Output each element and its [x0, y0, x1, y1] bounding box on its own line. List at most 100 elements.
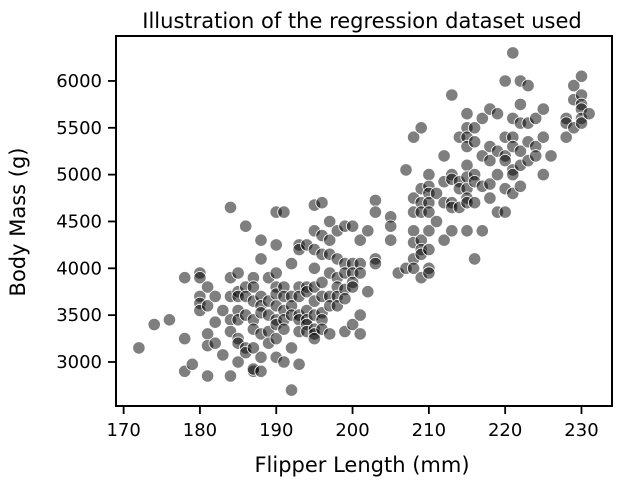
data-point: [208, 315, 222, 329]
x-tick-label: 230: [564, 420, 598, 441]
data-point: [559, 130, 573, 144]
data-point: [193, 271, 207, 285]
data-point: [567, 79, 581, 93]
data-point: [162, 313, 176, 327]
x-tick-label: 190: [259, 420, 293, 441]
data-point: [536, 130, 550, 144]
data-point: [269, 238, 283, 252]
data-point: [254, 364, 268, 378]
data-point: [483, 177, 497, 191]
data-point: [216, 348, 230, 362]
data-point: [201, 369, 215, 383]
data-point: [338, 292, 352, 306]
data-point: [513, 144, 528, 158]
data-point: [384, 233, 398, 247]
y-tick-label: 5000: [56, 165, 102, 186]
data-point: [414, 121, 428, 135]
data-point: [277, 205, 291, 219]
data-point: [506, 168, 520, 182]
chart-title: Illustration of the regression dataset u…: [142, 9, 581, 33]
data-point: [437, 233, 451, 247]
data-point: [277, 322, 291, 336]
data-point: [223, 369, 238, 383]
data-point: [292, 357, 306, 371]
y-tick-label: 3000: [56, 352, 102, 373]
data-point: [521, 79, 535, 93]
data-point: [460, 107, 474, 121]
points-layer: [132, 46, 596, 397]
data-point: [353, 233, 367, 247]
ticks-layer: 170 180 190 200 210 220 230 3000 3500 4000 4500 500…: [56, 71, 598, 441]
data-point: [315, 196, 329, 210]
data-point: [132, 341, 146, 355]
data-point: [239, 219, 253, 233]
x-tick-label: 180: [183, 420, 217, 441]
data-point: [208, 336, 222, 350]
data-point: [529, 149, 543, 163]
data-point: [422, 266, 436, 280]
data-point: [307, 261, 321, 275]
data-point: [506, 46, 520, 60]
data-point: [269, 266, 283, 280]
data-point: [246, 341, 260, 355]
data-point: [323, 327, 337, 341]
data-point: [201, 280, 215, 294]
data-point: [467, 252, 482, 266]
x-tick-label: 210: [412, 420, 446, 441]
data-point: [498, 154, 512, 168]
data-point: [353, 327, 367, 341]
x-axis-label: Flipper Length (mm): [254, 453, 469, 477]
data-point: [445, 88, 459, 102]
data-point: [460, 224, 474, 238]
data-point: [536, 102, 550, 116]
data-point: [201, 299, 215, 313]
data-point: [277, 355, 291, 369]
data-point: [345, 280, 360, 294]
data-point: [284, 341, 299, 355]
data-point: [368, 205, 382, 219]
data-point: [361, 224, 375, 238]
data-point: [353, 308, 367, 322]
data-point: [368, 193, 382, 207]
data-point: [406, 130, 421, 144]
data-point: [475, 111, 489, 126]
data-point: [231, 355, 245, 369]
data-point: [368, 256, 382, 271]
data-point: [437, 149, 451, 163]
data-point: [284, 256, 299, 271]
data-point: [467, 121, 482, 135]
data-point: [536, 168, 550, 182]
data-point: [254, 233, 268, 247]
data-point: [254, 252, 268, 266]
data-point: [513, 97, 528, 112]
data-point: [323, 214, 337, 229]
data-point: [345, 317, 360, 332]
data-point: [178, 331, 192, 346]
plot-frame: [115, 35, 613, 407]
data-point: [498, 205, 512, 219]
data-point: [445, 224, 459, 238]
data-point: [208, 289, 222, 303]
data-point: [422, 243, 436, 257]
data-point: [467, 196, 482, 210]
data-point: [269, 331, 283, 346]
data-point: [384, 219, 398, 233]
y-tick-label: 6000: [56, 71, 102, 92]
data-point: [399, 163, 413, 177]
x-tick-label: 220: [488, 420, 522, 441]
x-tick-label: 170: [106, 420, 140, 441]
data-point: [315, 275, 329, 289]
data-point: [284, 383, 299, 397]
data-point: [231, 266, 245, 280]
data-point: [574, 116, 589, 130]
data-point: [483, 154, 497, 168]
data-point: [246, 280, 260, 294]
data-point: [429, 186, 444, 200]
y-tick-label: 4000: [56, 258, 102, 279]
data-point: [307, 331, 321, 346]
data-point: [483, 191, 497, 205]
y-axis-label: Body Mass (g): [6, 148, 30, 297]
data-point: [323, 233, 337, 247]
data-point: [422, 205, 436, 219]
